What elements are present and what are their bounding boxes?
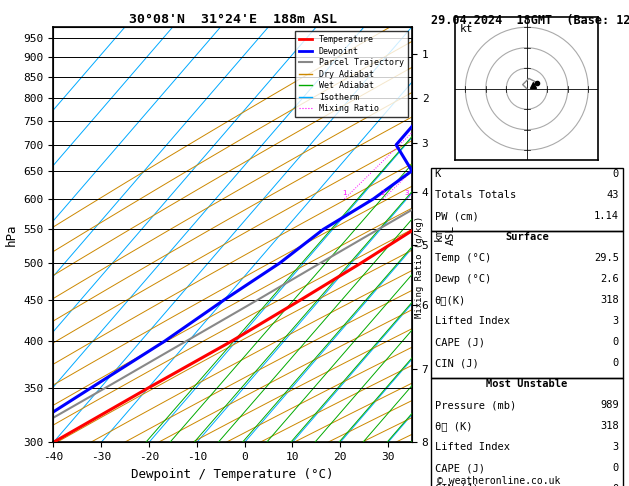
Text: CAPE (J): CAPE (J) (435, 337, 485, 347)
Text: PW (cm): PW (cm) (435, 211, 479, 221)
Text: Most Unstable: Most Unstable (486, 379, 567, 389)
Bar (431, 168, 623, 231)
Text: 2.6: 2.6 (600, 274, 619, 284)
Text: CIN (J): CIN (J) (435, 358, 479, 368)
X-axis label: Dewpoint / Temperature (°C): Dewpoint / Temperature (°C) (131, 468, 334, 481)
Text: 2: 2 (381, 190, 386, 196)
Text: kt: kt (459, 24, 473, 34)
Text: Pressure (mb): Pressure (mb) (435, 400, 516, 410)
Text: 0: 0 (613, 463, 619, 473)
Bar (431, 231, 623, 378)
Text: 3: 3 (613, 442, 619, 452)
Text: θᴇ (K): θᴇ (K) (435, 421, 472, 431)
Text: 3: 3 (405, 190, 409, 196)
Text: 0: 0 (613, 337, 619, 347)
Bar (431, 378, 623, 486)
Y-axis label: hPa: hPa (5, 223, 18, 246)
Text: 989: 989 (600, 400, 619, 410)
Text: 3: 3 (613, 316, 619, 326)
Text: CAPE (J): CAPE (J) (435, 463, 485, 473)
Text: Temp (°C): Temp (°C) (435, 253, 491, 263)
Text: θᴇ(K): θᴇ(K) (435, 295, 466, 305)
Text: 1.14: 1.14 (594, 211, 619, 221)
Text: Lifted Index: Lifted Index (435, 316, 509, 326)
Text: 29.5: 29.5 (594, 253, 619, 263)
Text: 0: 0 (613, 484, 619, 486)
Text: © weatheronline.co.uk: © weatheronline.co.uk (437, 476, 560, 486)
Text: Lifted Index: Lifted Index (435, 442, 509, 452)
Text: 0: 0 (613, 358, 619, 368)
Text: 318: 318 (600, 295, 619, 305)
Text: Totals Totals: Totals Totals (435, 190, 516, 200)
Y-axis label: km
ASL: km ASL (434, 225, 455, 244)
Text: Surface: Surface (505, 232, 548, 242)
Text: 1: 1 (342, 190, 347, 196)
Text: Mixing Ratio (g/kg): Mixing Ratio (g/kg) (415, 216, 424, 318)
Text: Dewp (°C): Dewp (°C) (435, 274, 491, 284)
Title: 30°08'N  31°24'E  188m ASL: 30°08'N 31°24'E 188m ASL (129, 13, 337, 26)
Text: 29.04.2024  18GMT  (Base: 12): 29.04.2024 18GMT (Base: 12) (431, 14, 629, 27)
Text: 318: 318 (600, 421, 619, 431)
Text: 0: 0 (613, 169, 619, 179)
Legend: Temperature, Dewpoint, Parcel Trajectory, Dry Adiabat, Wet Adiabat, Isotherm, Mi: Temperature, Dewpoint, Parcel Trajectory… (296, 31, 408, 117)
Text: 43: 43 (606, 190, 619, 200)
Text: K: K (435, 169, 441, 179)
Text: CIN (J): CIN (J) (435, 484, 479, 486)
